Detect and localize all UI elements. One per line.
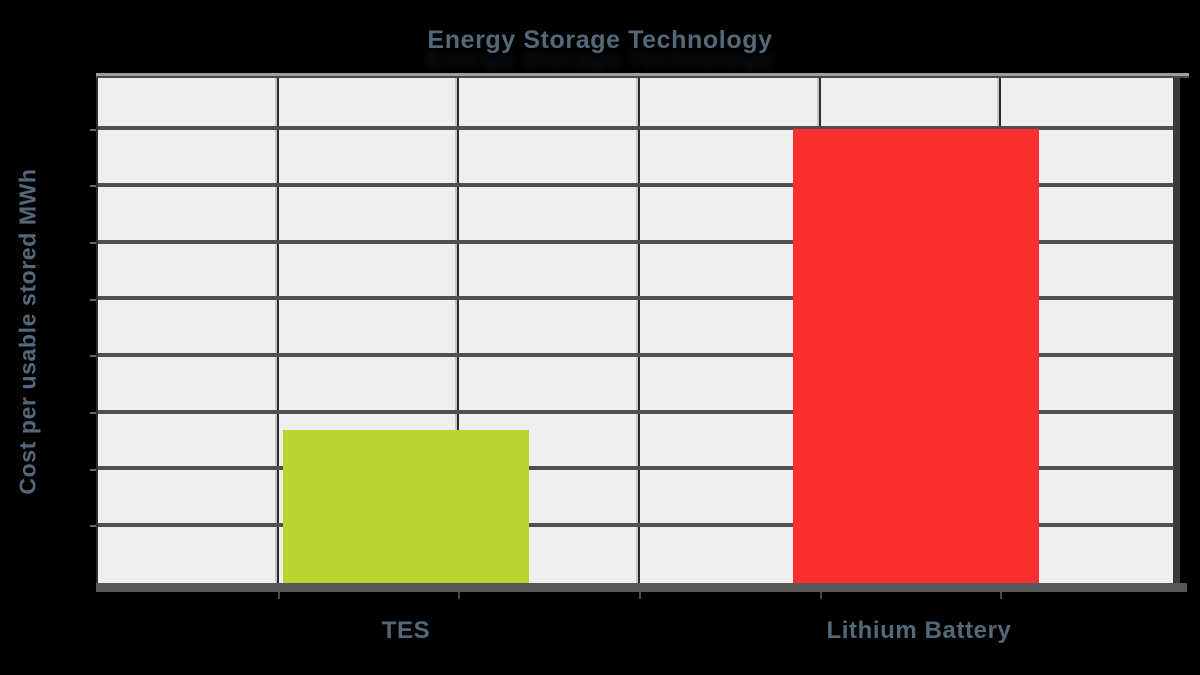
x-axis-tick xyxy=(639,592,641,599)
grid-line-h xyxy=(98,182,1173,187)
grid-line-h xyxy=(98,409,1173,414)
lithium-battery-bar xyxy=(793,129,1039,583)
y-axis-tick xyxy=(90,298,96,301)
y-axis-tick xyxy=(90,185,96,188)
y-axis-tick xyxy=(90,355,96,358)
y-axis-tick xyxy=(90,525,96,528)
grid-line-h xyxy=(98,352,1173,357)
chart-title: Energy Storage Technology xyxy=(427,26,773,54)
grid-line-h xyxy=(98,296,1173,301)
grid-line-v xyxy=(455,73,460,583)
grid-line-h xyxy=(98,239,1173,244)
x-axis-line xyxy=(96,583,1187,592)
y-axis-tick xyxy=(90,128,96,131)
y-axis-tick xyxy=(90,242,96,244)
y-axis-tick xyxy=(90,468,96,471)
x-axis-tick xyxy=(819,592,822,599)
grid-line-v xyxy=(274,73,279,583)
y-axis-tick xyxy=(90,412,96,414)
grid-line-h xyxy=(98,466,1173,471)
grid-line-h xyxy=(98,126,1173,131)
tes-bar xyxy=(283,430,529,583)
x-axis-tick xyxy=(277,592,280,599)
plot-area xyxy=(96,73,1189,583)
grid-line-v xyxy=(636,73,640,583)
grid-line-h xyxy=(98,522,1173,527)
x-label-lithium-battery: Lithium Battery xyxy=(826,617,1012,644)
top-spine xyxy=(96,73,1189,78)
x-axis-tick xyxy=(458,592,461,599)
x-label-tes: TES xyxy=(381,617,431,644)
y-axis-label: Cost per usable stored MWh xyxy=(14,168,41,495)
x-axis-tick xyxy=(1000,592,1003,599)
